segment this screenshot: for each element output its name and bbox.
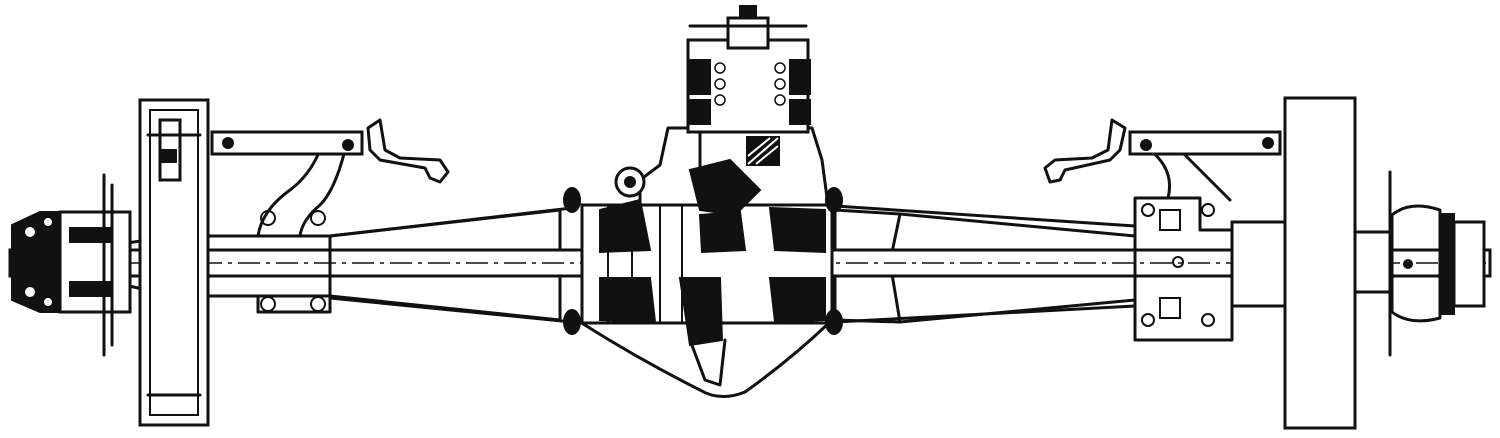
differential-housing: [563, 5, 843, 398]
right-wheel-hub: [1353, 170, 1486, 357]
right-brake-lever: [1043, 118, 1282, 184]
left-spring-seat: [256, 148, 347, 314]
left-brake-drum: [138, 98, 210, 427]
right-spring-seat: [1133, 148, 1234, 342]
left-wheel-hub: [11, 173, 132, 357]
truss-rods: [328, 204, 1137, 324]
left-brake-lever: [210, 118, 450, 184]
